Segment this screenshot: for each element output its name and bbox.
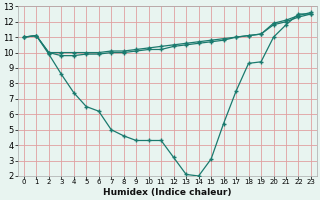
X-axis label: Humidex (Indice chaleur): Humidex (Indice chaleur) [103, 188, 232, 197]
